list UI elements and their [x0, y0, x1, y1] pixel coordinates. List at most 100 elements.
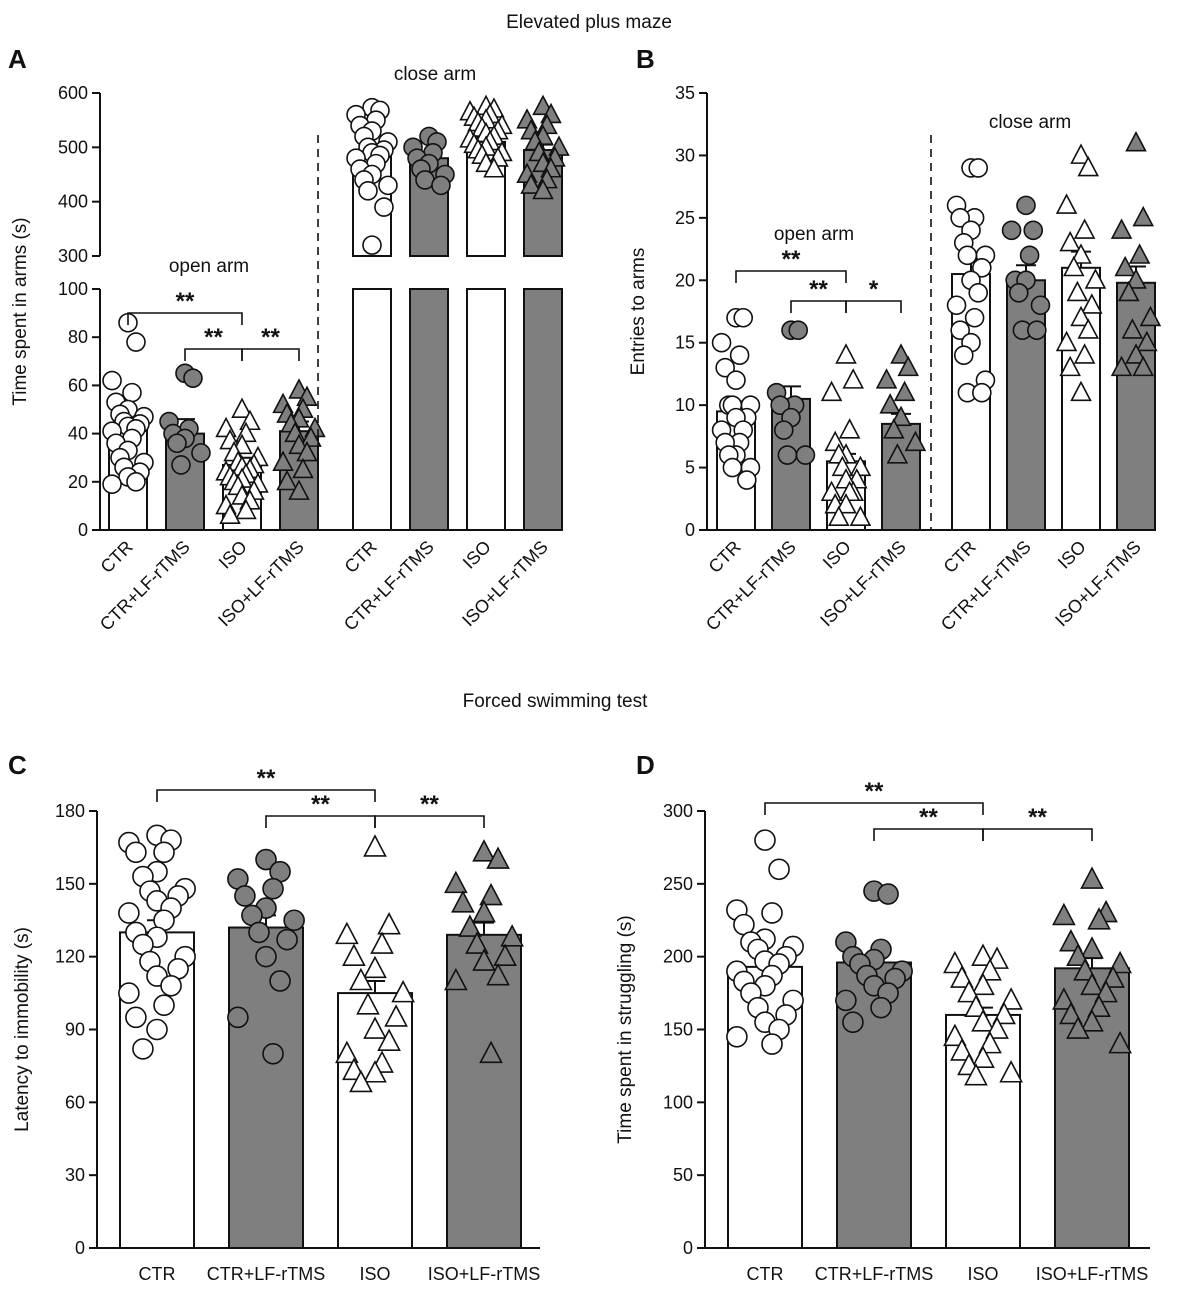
data-point	[1081, 293, 1103, 314]
data-point	[356, 992, 380, 1015]
data-point	[1125, 343, 1147, 364]
y-tick-label: 30	[675, 145, 695, 165]
data-point	[1030, 295, 1051, 316]
data-point	[1132, 205, 1154, 227]
data-point	[451, 890, 475, 913]
data-point	[777, 445, 798, 465]
data-point	[1136, 330, 1158, 352]
significance-label: **	[257, 765, 276, 792]
data-point	[132, 1038, 154, 1060]
data-point	[999, 987, 1023, 1010]
data-point	[950, 1038, 974, 1061]
data-point	[1008, 282, 1029, 303]
panel-label: D	[636, 750, 655, 780]
group-label-open-arm: open arm	[774, 224, 854, 245]
data-point	[234, 885, 256, 907]
axis-break-gap	[318, 258, 568, 287]
data-point	[1084, 268, 1107, 289]
data-point	[761, 1033, 783, 1055]
data-point	[1052, 987, 1076, 1010]
data-point	[1073, 218, 1096, 239]
significance-label: *	[869, 276, 879, 303]
data-point	[248, 921, 270, 944]
y-tick-label: 0	[75, 1238, 85, 1258]
data-point	[971, 943, 995, 967]
data-point	[788, 320, 809, 341]
data-point	[886, 443, 909, 464]
data-point	[971, 1045, 995, 1068]
data-point	[754, 829, 776, 851]
y-tick-label: 300	[663, 801, 693, 821]
data-point	[879, 393, 901, 414]
data-point	[300, 426, 322, 447]
y-tick-label: 50	[673, 1165, 693, 1185]
data-point	[835, 493, 857, 514]
data-point	[770, 395, 790, 415]
data-point	[1066, 1016, 1090, 1039]
data-point	[733, 307, 754, 328]
data-point	[391, 979, 415, 1003]
data-point	[215, 416, 237, 438]
data-point	[1108, 950, 1132, 974]
section-title-fst: Forced swimming test	[463, 691, 648, 712]
data-point	[1080, 1009, 1104, 1032]
data-point	[1080, 972, 1104, 996]
data-point	[1070, 243, 1092, 264]
data-point	[1001, 220, 1022, 241]
panel-c-chart: C 0 30 60 90 120 150 180 Latency to immobility (…	[8, 750, 540, 1284]
data-point	[972, 382, 992, 403]
data-point	[1121, 318, 1144, 339]
x-tick-label: ISO+LF-rTMS	[428, 1264, 541, 1284]
significance-label: **	[204, 324, 223, 351]
y-tick-label: 0	[683, 1238, 693, 1258]
data-point	[1114, 255, 1136, 277]
significance-bracket	[241, 348, 300, 361]
y-axis-label: Time spent in arms (s)	[10, 217, 31, 405]
data-point	[835, 989, 857, 1012]
data-point	[883, 418, 905, 439]
data-point	[472, 948, 496, 971]
data-point	[1055, 330, 1078, 352]
data-point	[167, 433, 187, 454]
data-point	[377, 1028, 401, 1051]
data-point	[726, 1025, 748, 1048]
data-point	[255, 945, 277, 968]
data-point	[458, 914, 482, 937]
data-point	[828, 505, 850, 527]
bar-lower-segment	[523, 288, 563, 531]
data-point	[472, 899, 496, 923]
x-tick-label: ISO+LF-rTMS	[1036, 1264, 1149, 1284]
data-point	[890, 343, 912, 364]
data-point	[971, 1009, 995, 1032]
data-point	[153, 841, 175, 864]
data-point	[1125, 130, 1147, 152]
y-tick-label: 90	[65, 1020, 85, 1040]
data-point	[968, 282, 989, 303]
y-tick-label: 10	[675, 395, 695, 415]
y-axis-label: Entries to arms	[628, 248, 649, 376]
data-point	[877, 883, 899, 905]
data-point	[296, 440, 318, 462]
data-point	[362, 235, 382, 255]
data-point	[950, 320, 970, 341]
data-point	[269, 970, 291, 992]
data-point	[1023, 220, 1044, 241]
panel-label: A	[8, 44, 27, 74]
data-point	[363, 834, 387, 857]
data-point	[335, 1040, 359, 1064]
data-point	[283, 909, 305, 932]
data-point	[358, 181, 378, 201]
data-point	[276, 928, 298, 951]
significance-label: **	[865, 778, 884, 805]
data-point	[964, 307, 985, 328]
panel-label: C	[8, 750, 27, 780]
y-tick-label: 60	[65, 1092, 85, 1112]
data-point	[444, 967, 468, 991]
y-axis-label: Time spent in struggling (s)	[615, 915, 636, 1143]
data-point	[183, 368, 203, 388]
significance-bracket	[127, 312, 243, 325]
data-point	[953, 345, 974, 366]
data-point	[231, 397, 253, 418]
x-tick-label: CTR	[97, 537, 137, 577]
data-point	[444, 870, 468, 894]
